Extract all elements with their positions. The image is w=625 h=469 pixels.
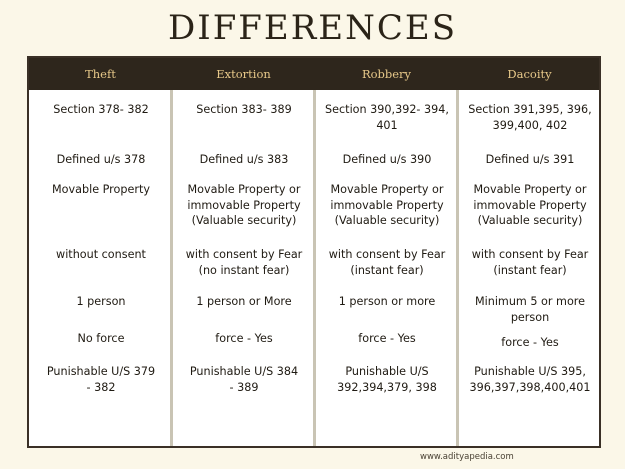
table-cell: Defined u/s 383 [199,153,289,166]
header-dacoity: Dacoity [507,67,552,81]
table-header: Theft Extortion Robbery Dacoity [29,58,599,90]
table-cell: Movable Property [52,183,150,196]
table-cell: force - Yes [215,332,273,345]
table-cell: Punishable U/S 392,394,379, 398 [337,365,437,394]
table-cell: Movable Property or immovable Property (… [330,183,444,227]
header-extortion: Extortion [216,67,271,81]
differences-table: Theft Extortion Robbery Dacoity Section … [27,56,601,448]
column-divider [170,90,173,446]
table-cell: Section 391,395, 396, 399,400, 402 [468,103,592,132]
table-cell: 1 person or More [196,295,292,308]
table-cell: force - Yes [501,336,559,349]
table-cell: Defined u/s 378 [56,153,146,166]
table-cell: Minimum 5 or more person [474,295,586,324]
table-cell: 1 person [76,295,126,308]
table-cell: Defined u/s 391 [485,153,575,166]
page-title: DIFFERENCES [168,8,457,48]
website-credit: www.adityapedia.com [420,452,514,462]
table-cell: No force [77,332,125,345]
table-cell: with consent by Fear (no instant fear) [185,248,303,277]
table-cell: with consent by Fear (instant fear) [471,248,589,277]
table-cell: Punishable U/S 379 - 382 [46,365,156,394]
header-theft: Theft [85,67,116,81]
table-cell: 1 person or more [338,295,436,308]
table-cell: with consent by Fear (instant fear) [328,248,446,277]
column-divider [456,90,459,446]
table-cell: Section 378- 382 [53,103,149,116]
table-cell: Defined u/s 390 [342,153,432,166]
table-cell: Punishable U/S 395, 396,397,398,400,401 [469,365,591,394]
table-cell: Section 390,392- 394, 401 [325,103,449,132]
column-divider [313,90,316,446]
table-cell: Section 383- 389 [196,103,292,116]
table-cell: Movable Property or immovable Property (… [473,183,587,227]
table-cell: Movable Property or immovable Property (… [187,183,301,227]
table-cell: without consent [56,248,146,261]
table-cell: force - Yes [358,332,416,345]
header-robbery: Robbery [361,67,412,81]
table-cell: Punishable U/S 384 - 389 [189,365,299,394]
